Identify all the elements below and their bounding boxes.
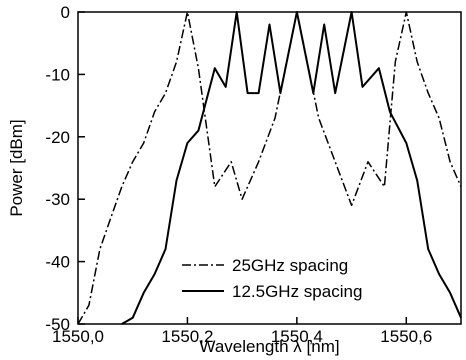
y-tick-label: -30	[45, 190, 70, 209]
x-tick-label: 1550,2	[161, 327, 213, 346]
x-tick-label: 1550,0	[52, 327, 104, 346]
series-layer	[77, 11, 462, 325]
y-tick-label: -40	[45, 253, 70, 272]
plot-frame	[77, 11, 462, 325]
legend: 25GHz spacing 12.5GHz spacing	[182, 256, 362, 301]
x-tick-label: 1550,4	[271, 327, 323, 346]
y-axis-title: Power [dBm]	[7, 119, 26, 216]
y-tick-label: 0	[61, 3, 70, 22]
y-tick-label: -20	[45, 128, 70, 147]
y-tick-label: -10	[45, 65, 70, 84]
legend-label-25ghz: 25GHz spacing	[232, 256, 348, 275]
y-tick-label: -50	[45, 315, 70, 334]
x-axis-title: Wavelength λ [nm]	[199, 337, 339, 356]
series-line-1	[121, 11, 462, 325]
series-line-0	[77, 11, 462, 325]
legend-label-12-5ghz: 12.5GHz spacing	[232, 282, 362, 301]
ticks-layer: 1550,0 1550,2 1550,4 1550,6 0 -10 -20 -30 -40 -50	[45, 3, 432, 346]
x-tick-label: 1550,6	[380, 327, 432, 346]
